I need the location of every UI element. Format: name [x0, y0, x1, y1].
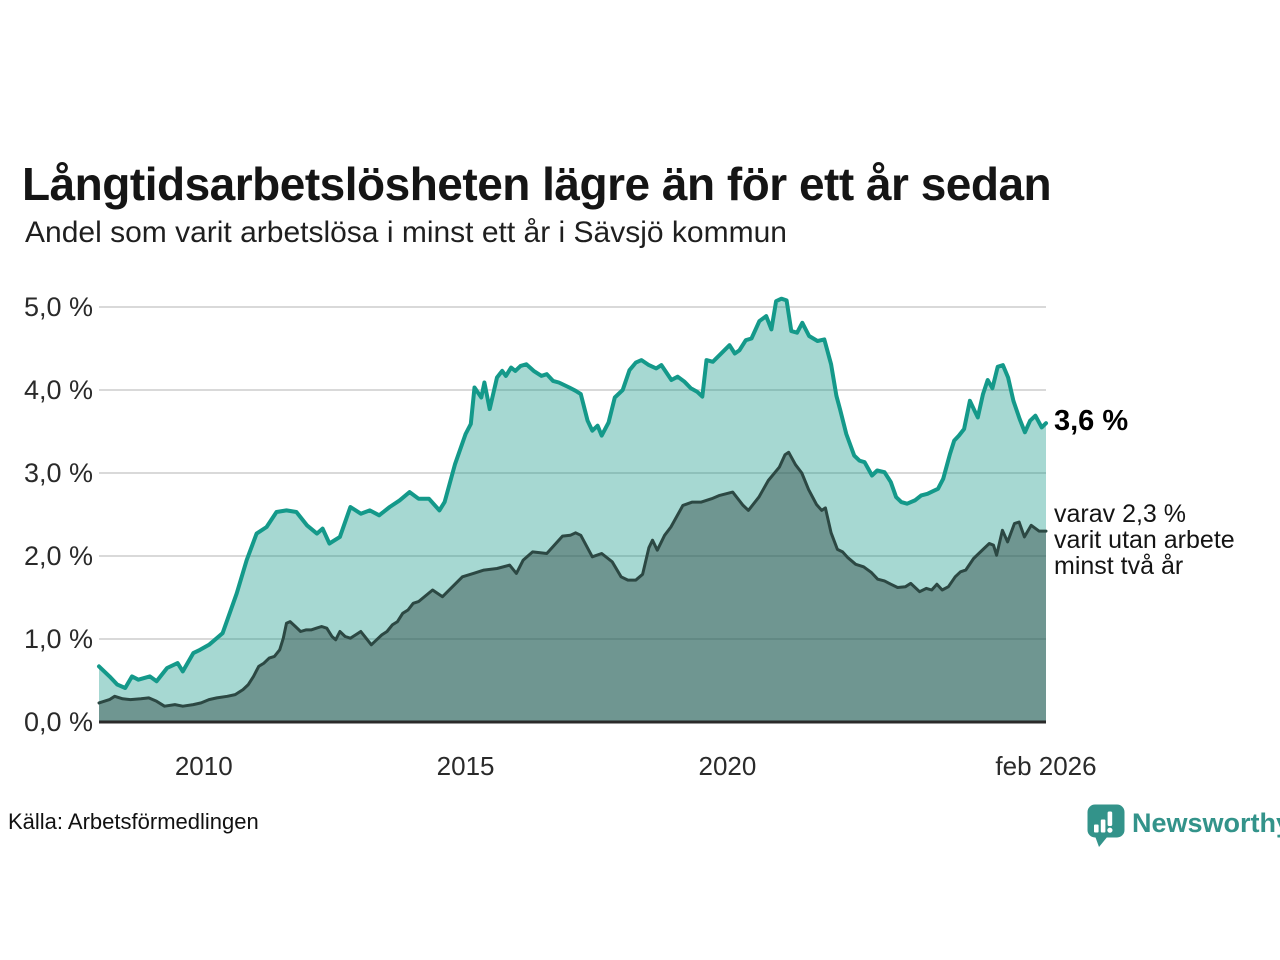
newsworthy-wordmark: Newsworthy	[1132, 808, 1280, 838]
annotation-line: varit utan arbete	[1054, 526, 1235, 554]
line-series-2	[97, 450, 1048, 708]
x-axis-tick-label: feb 2026	[995, 751, 1097, 781]
newsworthy-logo: Newsworthy	[1086, 803, 1280, 848]
x-axis-tick-label: 2010	[174, 751, 233, 781]
secondary-value-annotation: varav 2,3 % varit utan arbete minst två …	[1054, 501, 1235, 579]
line-series-1	[97, 296, 1048, 690]
area-fill-series-1	[99, 298, 1046, 722]
y-axis-tick-label: 1,0 %	[23, 624, 93, 654]
y-axis-tick-label: 0,0 %	[23, 707, 93, 737]
y-axis-tick-label: 2,0 %	[23, 541, 93, 571]
area-fill-series-2	[99, 452, 1046, 722]
newsworthy-speech-bubble-chart-icon	[1087, 804, 1125, 847]
latest-value-label: 3,6 %	[1054, 405, 1129, 437]
y-axis-tick-label: 5,0 %	[23, 292, 93, 322]
y-axis-tick-label: 3,0 %	[23, 458, 93, 488]
page-title: Långtidsarbetslösheten lägre än för ett …	[22, 157, 1052, 210]
y-axis-tick-label: 4,0 %	[23, 375, 93, 405]
annotation-line: minst två år	[1054, 552, 1184, 580]
x-axis-tick-label: 2020	[698, 751, 757, 781]
source-attribution: Källa: Arbetsförmedlingen	[8, 809, 259, 834]
annotation-line: varav 2,3 %	[1054, 500, 1187, 528]
x-axis-tick-label: 2015	[436, 751, 495, 781]
page-subtitle: Andel som varit arbetslösa i minst ett å…	[25, 216, 787, 249]
